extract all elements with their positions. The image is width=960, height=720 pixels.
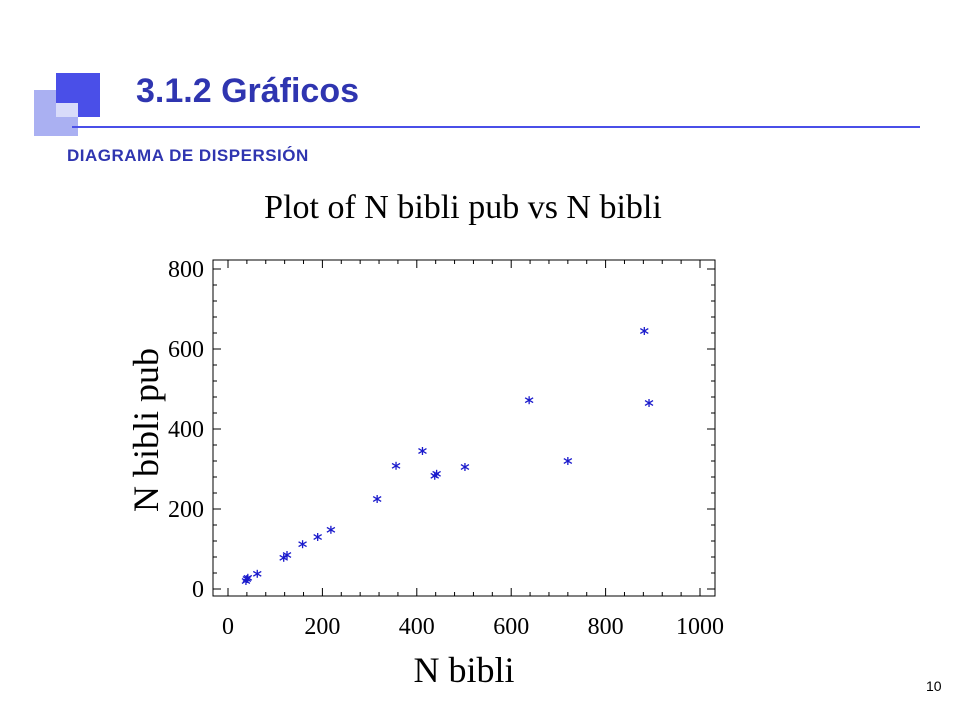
x-tick-label: 400 — [399, 614, 435, 640]
data-point — [391, 461, 401, 470]
y-tick-label: 400 — [168, 417, 204, 443]
x-tick-label: 600 — [493, 614, 529, 640]
x-tick-label: 1000 — [676, 614, 724, 640]
y-tick-label: 0 — [192, 577, 204, 603]
axis-tick-labels: 0 200 400 600 800 1000 0 200 400 600 800 — [168, 257, 724, 640]
slide-title: 3.1.2 Gráficos — [136, 72, 360, 110]
data-point — [372, 495, 382, 503]
data-point — [524, 396, 534, 405]
slide-subtitle: DIAGRAMA DE DISPERSIÓN — [67, 146, 309, 165]
data-point — [243, 573, 253, 582]
y-tick-label: 800 — [168, 257, 204, 283]
data-point — [298, 540, 307, 549]
data-point — [563, 457, 573, 465]
plot-frame — [212, 259, 716, 597]
data-point — [313, 533, 323, 541]
chart-title: Plot of N bibli pub vs N bibli — [264, 189, 662, 226]
data-point — [282, 551, 292, 559]
data-point — [252, 569, 262, 578]
x-tick-label: 800 — [588, 614, 624, 640]
data-point — [326, 525, 336, 534]
title-underline — [72, 126, 920, 128]
y-axis-label: N bibli pub — [126, 348, 166, 512]
axis-ticks — [213, 260, 715, 596]
x-tick-label: 0 — [222, 614, 234, 640]
data-point — [460, 463, 470, 471]
data-point — [418, 447, 427, 455]
y-tick-label: 200 — [168, 497, 204, 523]
slide-number: 10 — [926, 678, 942, 694]
data-point — [644, 399, 654, 407]
data-point — [639, 327, 649, 335]
x-axis-label: N bibli — [413, 650, 514, 690]
y-tick-label: 600 — [168, 337, 204, 363]
x-tick-label: 200 — [304, 614, 340, 640]
data-point — [432, 469, 441, 478]
data-points — [241, 327, 654, 585]
title-decoration-square-overlap — [56, 103, 78, 117]
